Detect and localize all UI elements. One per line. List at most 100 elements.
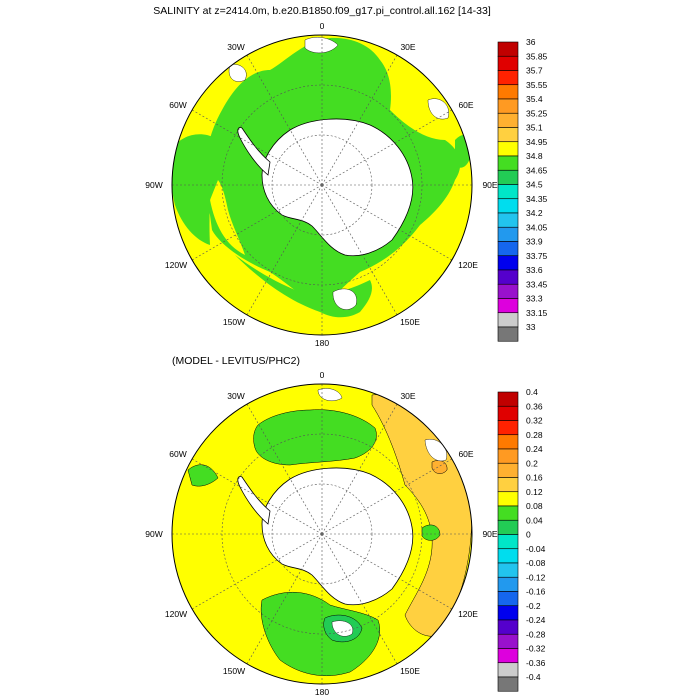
map-1-border xyxy=(171,34,473,336)
colorbar-tick-label: 0 xyxy=(526,530,531,540)
colorbar-tick-label: -0.08 xyxy=(526,558,546,568)
colorbar-swatch xyxy=(497,226,519,242)
colorbar-tick-label: 35.55 xyxy=(526,80,548,90)
colorbar-swatch xyxy=(497,169,519,185)
map-2-lon-label: 30E xyxy=(400,391,415,401)
colorbar-tick-label: 0.04 xyxy=(526,515,543,525)
colorbar-swatch xyxy=(497,184,519,200)
colorbar-swatch xyxy=(497,98,519,114)
map-2-green-north xyxy=(253,409,377,466)
map-2-lon-label: 150E xyxy=(400,666,420,676)
colorbar-tick-label: 35.1 xyxy=(526,123,543,133)
colorbar-swatch xyxy=(497,326,519,342)
colorbar-swatch xyxy=(497,198,519,214)
colorbar-tick-label: 35.4 xyxy=(526,94,543,104)
colorbar-tick-label: 0.24 xyxy=(526,444,543,454)
colorbar-tick-label: 35.25 xyxy=(526,108,548,118)
map-1-graticule xyxy=(172,35,472,335)
colorbar-swatch xyxy=(497,619,519,635)
colorbar-swatch xyxy=(497,434,519,450)
colorbar-swatch xyxy=(497,633,519,649)
colorbar-swatch xyxy=(497,477,519,493)
colorbar-tick-label: 33.45 xyxy=(526,279,548,289)
map-1-lon-label: 30E xyxy=(400,42,415,52)
map-1-lon-label: 120E xyxy=(458,260,478,270)
map-1-lon-label: 30W xyxy=(227,42,244,52)
map-2-lon-label: 30W xyxy=(227,391,244,401)
colorbar-swatch xyxy=(497,491,519,507)
panel-1-title: SALINITY at z=2414.0m, b.e20.B1850.f09_g… xyxy=(153,5,491,17)
colorbar-tick-label: 33.6 xyxy=(526,265,543,275)
map-1-green-west xyxy=(172,134,215,245)
colorbar-swatch xyxy=(497,662,519,678)
map-1-lon-label: 0 xyxy=(320,21,325,31)
map-2-lon-label: 60W xyxy=(169,449,186,459)
map-2-mask-patch xyxy=(331,620,353,637)
colorbar-swatch xyxy=(497,648,519,664)
map-2-lon-label: 0 xyxy=(320,370,325,380)
map-1-lon-label: 90W xyxy=(145,180,162,190)
map-2-lon-label: 150W xyxy=(223,666,245,676)
colorbar-tick-label: 36 xyxy=(526,37,536,47)
map-2-green-west xyxy=(187,464,219,487)
map-2-border xyxy=(171,383,473,685)
colorbar-swatch xyxy=(497,141,519,157)
colorbar-tick-label: 0.2 xyxy=(526,458,538,468)
colorbar-swatch xyxy=(497,462,519,478)
colorbar-tick-label: -0.16 xyxy=(526,587,546,597)
colorbar-swatch xyxy=(497,391,519,407)
panel-2-title: (MODEL - LEVITUS/PHC2) xyxy=(172,355,300,367)
colorbar-swatch xyxy=(497,591,519,607)
colorbar-tick-label: 34.8 xyxy=(526,151,543,161)
map-2-green-east xyxy=(421,524,441,541)
colorbar-swatch xyxy=(497,112,519,128)
map-1-lon-label: 150W xyxy=(223,317,245,327)
colorbar-swatch xyxy=(497,548,519,564)
colorbar-swatch xyxy=(497,562,519,578)
colorbar-tick-label: 0.28 xyxy=(526,430,543,440)
map-1-lon-label: 60E xyxy=(458,100,473,110)
map-2-lon-label: 90E xyxy=(482,529,497,539)
colorbar-tick-label: 33.15 xyxy=(526,308,548,318)
map-1-mask-patch xyxy=(427,98,449,120)
colorbar-swatch xyxy=(497,298,519,314)
colorbar-tick-label: -0.04 xyxy=(526,544,546,554)
map-1-antarctic-peninsula xyxy=(237,127,271,176)
panel-salinity: SALINITY at z=2414.0m, b.e20.B1850.f09_g… xyxy=(145,5,547,348)
colorbar-swatch xyxy=(497,534,519,550)
colorbar-swatch xyxy=(497,255,519,271)
colorbar-tick-label: 0.36 xyxy=(526,401,543,411)
colorbar-tick-label: 33.9 xyxy=(526,237,543,247)
colorbar-swatch xyxy=(497,212,519,228)
colorbar-swatch xyxy=(497,448,519,464)
map-2-mask-patch xyxy=(424,439,447,462)
colorbar-swatch xyxy=(497,241,519,257)
map-2 xyxy=(172,384,472,684)
map-2-lon-label: 120E xyxy=(458,609,478,619)
colorbar-tick-label: -0.28 xyxy=(526,629,546,639)
colorbar-tick-label: -0.36 xyxy=(526,658,546,668)
colorbar-tick-label: 0.32 xyxy=(526,416,543,426)
map-2-lon-label: 60E xyxy=(458,449,473,459)
colorbar-swatch xyxy=(497,70,519,86)
map-1-lon-label: 180 xyxy=(315,338,329,348)
colorbar-swatch xyxy=(497,505,519,521)
colorbar-swatch xyxy=(497,127,519,143)
colorbar-tick-label: 33 xyxy=(526,322,536,332)
colorbar-swatch xyxy=(497,84,519,100)
colorbar-swatch xyxy=(497,41,519,57)
colorbar-tick-label: -0.24 xyxy=(526,615,546,625)
colorbar-tick-label: 34.65 xyxy=(526,165,548,175)
map-1-lon-label: 90E xyxy=(482,180,497,190)
colorbar-tick-label: -0.4 xyxy=(526,672,541,682)
colorbar-swatch xyxy=(497,312,519,328)
colorbar-tick-label: 34.05 xyxy=(526,222,548,232)
colorbar-swatch xyxy=(497,519,519,535)
map-1-mask-patch xyxy=(304,37,339,54)
map-2-mask-patch xyxy=(317,388,343,401)
map-2-graticule xyxy=(172,384,472,684)
colorbar-swatch xyxy=(497,576,519,592)
map-2-antarctica xyxy=(261,467,414,606)
colorbar-swatch xyxy=(497,605,519,621)
